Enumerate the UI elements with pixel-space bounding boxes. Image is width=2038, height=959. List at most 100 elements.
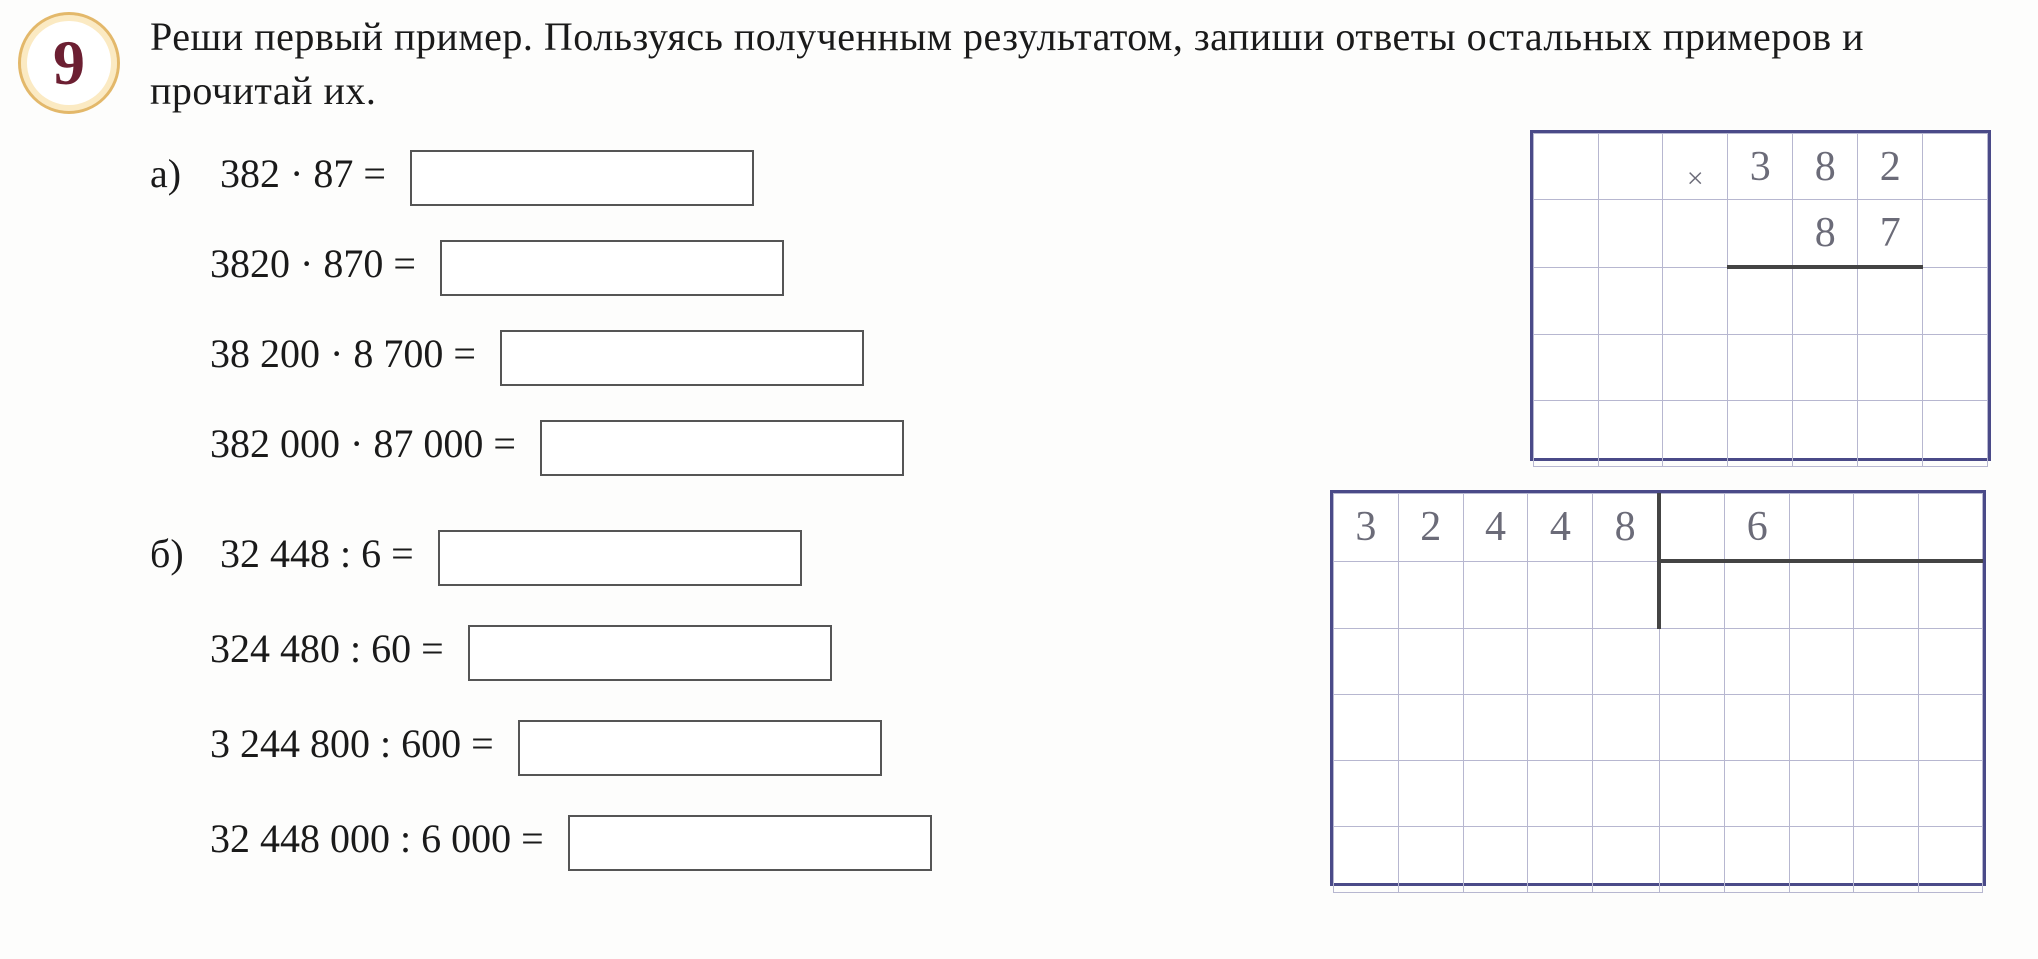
grid-cell: 4	[1528, 494, 1593, 562]
grid-cell	[1790, 761, 1854, 827]
problem-number-badge: 9	[18, 12, 120, 114]
grid-cell	[1528, 561, 1593, 629]
grid-cell: 6	[1725, 494, 1790, 562]
instruction-text: Реши первый пример. Пользуясь полученным…	[150, 10, 1998, 118]
grid-cell	[1923, 134, 1988, 200]
grid-cell	[1854, 827, 1918, 893]
grid-cell	[1598, 335, 1663, 401]
grid-cell	[1334, 561, 1399, 629]
grid-cell	[1793, 335, 1858, 401]
grid-cell	[1334, 695, 1399, 761]
grid-cell: 2	[1398, 494, 1463, 562]
grid-cell	[1593, 827, 1659, 893]
grid-cell	[1725, 561, 1790, 629]
part-b-label: б)	[150, 530, 210, 577]
grid-cell	[1923, 267, 1988, 335]
grid-cell	[1923, 401, 1988, 467]
grid-cell	[1534, 200, 1599, 268]
grid-cell	[1854, 695, 1918, 761]
grid-cell	[1858, 401, 1923, 467]
grid-cell	[1528, 695, 1593, 761]
eq-a4: 382 000 · 87 000 =	[210, 420, 904, 476]
eq-a2-text: 3820 · 870 =	[210, 241, 416, 286]
grid-cell: 3	[1334, 494, 1399, 562]
grid-cell: 2	[1858, 134, 1923, 200]
grid-cell	[1663, 335, 1728, 401]
grid-cell	[1663, 200, 1728, 268]
grid-cell: 8	[1793, 200, 1858, 268]
grid-cell	[1534, 267, 1599, 335]
grid-cell	[1593, 561, 1659, 629]
grid-cell	[1918, 695, 1982, 761]
grid-cell	[1725, 761, 1790, 827]
grid-cell	[1398, 827, 1463, 893]
answer-box-b2[interactable]	[468, 625, 832, 681]
eq-b3: 3 244 800 : 600 =	[210, 720, 882, 776]
answer-box-b1[interactable]	[438, 530, 802, 586]
grid-cell	[1918, 827, 1982, 893]
eq-b4: 32 448 000 : 6 000 =	[210, 815, 932, 871]
grid-cell	[1398, 561, 1463, 629]
grid-cell: 3	[1728, 134, 1793, 200]
grid-cell	[1528, 827, 1593, 893]
answer-box-a4[interactable]	[540, 420, 904, 476]
grid-cell	[1398, 629, 1463, 695]
eq-a3: 38 200 · 8 700 =	[210, 330, 864, 386]
grid-cell	[1598, 267, 1663, 335]
multiplication-work-grid: ×38287	[1530, 130, 1991, 461]
grid-cell	[1398, 761, 1463, 827]
answer-box-b3[interactable]	[518, 720, 882, 776]
grid-cell	[1463, 695, 1528, 761]
grid-cell	[1725, 695, 1790, 761]
grid-cell	[1854, 494, 1918, 562]
grid-cell	[1334, 629, 1399, 695]
eq-b3-text: 3 244 800 : 600 =	[210, 721, 494, 766]
grid-div-table: 324486	[1333, 493, 1983, 893]
grid-cell	[1918, 761, 1982, 827]
grid-cell	[1463, 561, 1528, 629]
grid-cell	[1790, 494, 1854, 562]
grid-cell	[1659, 827, 1725, 893]
grid-cell	[1790, 827, 1854, 893]
grid-cell	[1858, 335, 1923, 401]
grid-cell	[1790, 629, 1854, 695]
grid-cell	[1728, 335, 1793, 401]
grid-cell	[1728, 401, 1793, 467]
grid-mult-table: ×38287	[1533, 133, 1988, 467]
answer-box-b4[interactable]	[568, 815, 932, 871]
grid-cell	[1334, 761, 1399, 827]
grid-cell	[1923, 200, 1988, 268]
grid-cell	[1790, 561, 1854, 629]
grid-cell: 4	[1463, 494, 1528, 562]
grid-cell	[1534, 401, 1599, 467]
grid-cell	[1334, 827, 1399, 893]
grid-cell	[1528, 761, 1593, 827]
grid-cell	[1534, 335, 1599, 401]
grid-cell	[1790, 695, 1854, 761]
grid-cell	[1728, 267, 1793, 335]
eq-b1-text: 32 448 : 6 =	[220, 531, 414, 576]
grid-cell	[1918, 561, 1982, 629]
eq-a1-text: 382 · 87 =	[220, 151, 386, 196]
eq-b4-text: 32 448 000 : 6 000 =	[210, 816, 544, 861]
grid-cell	[1593, 629, 1659, 695]
grid-cell	[1854, 629, 1918, 695]
grid-cell	[1463, 761, 1528, 827]
eq-a1: а) 382 · 87 =	[150, 150, 754, 206]
grid-cell: 7	[1858, 200, 1923, 268]
grid-cell	[1534, 134, 1599, 200]
answer-box-a3[interactable]	[500, 330, 864, 386]
grid-cell	[1598, 134, 1663, 200]
answer-box-a1[interactable]	[410, 150, 754, 206]
grid-cell	[1598, 200, 1663, 268]
division-work-grid: 324486	[1330, 490, 1986, 886]
grid-cell	[1923, 335, 1988, 401]
grid-cell	[1659, 494, 1725, 562]
grid-cell	[1728, 200, 1793, 268]
grid-cell	[1528, 629, 1593, 695]
grid-cell	[1663, 401, 1728, 467]
grid-cell	[1593, 761, 1659, 827]
grid-cell	[1793, 401, 1858, 467]
part-a-label: а)	[150, 150, 210, 197]
answer-box-a2[interactable]	[440, 240, 784, 296]
